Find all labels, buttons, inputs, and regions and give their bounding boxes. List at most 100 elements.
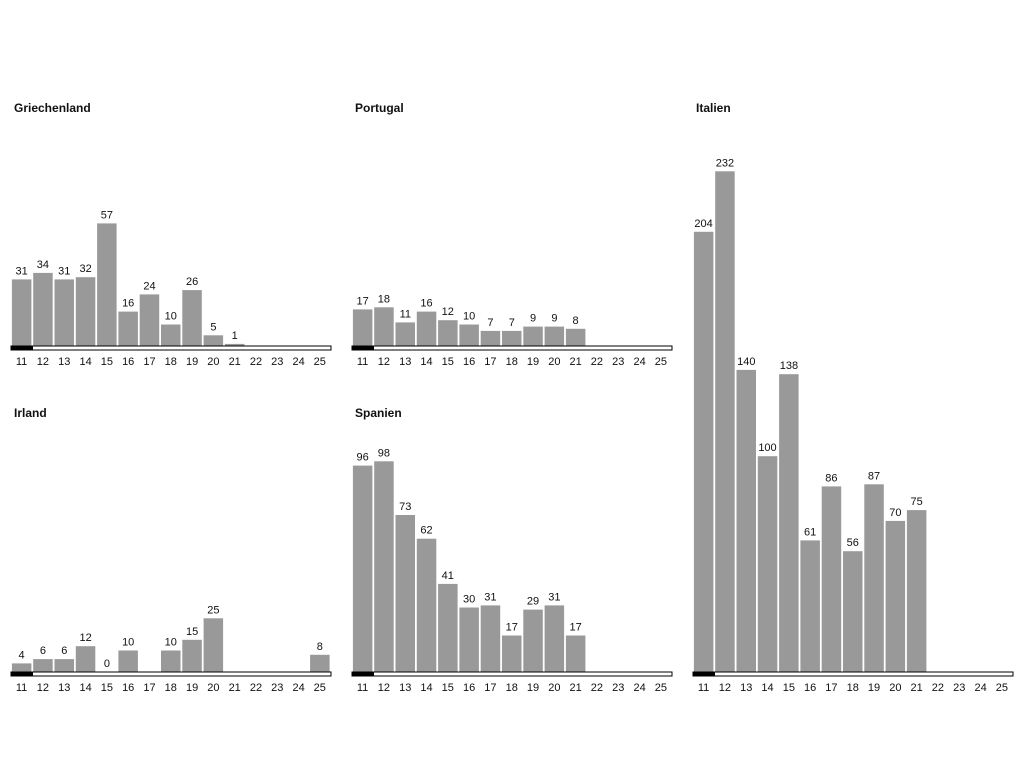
bar-griechenland-18 <box>161 324 181 346</box>
value-label: 204 <box>694 218 712 230</box>
panel-irland: Irland 4 6 6 12 0 10 10 15 25 8 11 12 13 14 15 16 17 18 19 2… <box>10 406 332 694</box>
tick-label: 25 <box>996 682 1008 694</box>
tick-label: 16 <box>804 682 816 694</box>
bar-italien-19 <box>864 484 884 672</box>
tick-label: 17 <box>143 356 155 368</box>
tick-label: 20 <box>548 682 560 694</box>
bar-italien-18 <box>843 551 863 672</box>
tick-label: 14 <box>420 682 432 694</box>
value-label: 75 <box>910 496 922 508</box>
value-label: 8 <box>573 315 579 327</box>
bar-italien-17 <box>821 486 842 672</box>
panel-title: Spanien <box>355 406 402 420</box>
value-label: 8 <box>317 641 323 653</box>
tick-label: 19 <box>868 682 880 694</box>
bar-italien-14 <box>757 456 778 672</box>
tick-label: 24 <box>292 682 304 694</box>
value-label: 17 <box>569 622 581 634</box>
bar-griechenland-16 <box>118 311 138 346</box>
tick-label: 11 <box>16 356 27 368</box>
tick-label: 19 <box>186 682 198 694</box>
bar-irland-11 <box>11 663 32 672</box>
panel-title: Griechenland <box>14 101 91 115</box>
value-label: 15 <box>186 626 198 638</box>
bar-irland-13 <box>54 659 74 672</box>
value-label: 12 <box>442 306 454 318</box>
tick-label: 12 <box>37 682 49 694</box>
tick-label: 18 <box>847 682 859 694</box>
bar-portugal-15 <box>438 320 458 346</box>
tick-label: 14 <box>79 682 91 694</box>
bar-griechenland-17 <box>139 294 160 346</box>
value-label: 18 <box>378 293 390 305</box>
tick-label: 14 <box>420 356 432 368</box>
x-axis-start-marker <box>352 672 374 676</box>
value-label: 10 <box>463 311 475 323</box>
value-label: 9 <box>530 313 536 325</box>
tick-label: 21 <box>229 356 241 368</box>
value-label: 138 <box>780 360 798 372</box>
bar-griechenland-13 <box>54 279 74 346</box>
tick-label: 23 <box>612 682 624 694</box>
bar-italien-21 <box>906 510 927 672</box>
bar-griechenland-15 <box>97 223 117 346</box>
tick-label: 11 <box>16 682 27 694</box>
value-label: 16 <box>122 298 134 310</box>
value-label: 56 <box>847 537 859 549</box>
value-label: 31 <box>58 265 70 277</box>
bar-irland-25 <box>310 654 330 672</box>
bar-portugal-12 <box>374 307 394 346</box>
value-label: 73 <box>399 501 411 513</box>
tick-label: 23 <box>271 356 283 368</box>
value-label: 7 <box>509 317 515 329</box>
value-label: 30 <box>463 594 475 606</box>
value-label: 87 <box>868 470 880 482</box>
tick-label: 13 <box>740 682 752 694</box>
bar-spanien-12 <box>374 461 394 672</box>
bar-irland-16 <box>118 650 138 672</box>
value-label: 57 <box>101 209 113 221</box>
tick-label: 16 <box>122 682 134 694</box>
bar-portugal-16 <box>459 324 479 346</box>
value-label: 10 <box>165 311 177 323</box>
tick-label: 15 <box>783 682 795 694</box>
value-label: 96 <box>356 452 368 464</box>
bar-italien-15 <box>779 374 799 672</box>
tick-label: 22 <box>250 682 262 694</box>
bar-spanien-19 <box>523 609 543 672</box>
x-axis-line <box>351 345 673 351</box>
bar-griechenland-20 <box>203 335 224 347</box>
tick-label: 21 <box>910 682 922 694</box>
tick-label: 18 <box>165 682 177 694</box>
value-label: 11 <box>400 308 411 320</box>
value-label: 25 <box>207 604 219 616</box>
tick-label: 19 <box>527 682 539 694</box>
bar-portugal-11 <box>352 309 373 346</box>
tick-label: 20 <box>548 356 560 368</box>
bar-portugal-14 <box>416 311 437 346</box>
panel-italien: Italien 204 232 140 100 138 61 86 56 87 70 75 11 12 13… <box>692 101 1014 694</box>
x-axis-line <box>692 671 1014 677</box>
value-label: 70 <box>889 507 901 519</box>
bar-italien-13 <box>736 369 756 672</box>
value-label: 31 <box>548 591 560 603</box>
bar-portugal-20 <box>544 326 565 346</box>
value-label: 9 <box>551 313 557 325</box>
tick-label: 23 <box>612 356 624 368</box>
x-axis-start-marker <box>693 672 715 676</box>
value-label: 1 <box>232 330 238 342</box>
tick-label: 22 <box>250 356 262 368</box>
tick-label: 25 <box>655 682 667 694</box>
tick-label: 20 <box>889 682 901 694</box>
bar-spanien-21 <box>565 635 586 672</box>
tick-label: 16 <box>463 682 475 694</box>
tick-label: 19 <box>186 356 198 368</box>
value-label: 10 <box>165 637 177 649</box>
tick-label: 21 <box>229 682 241 694</box>
x-axis-line <box>10 671 332 677</box>
tick-label: 13 <box>58 682 70 694</box>
bar-italien-20 <box>885 520 906 672</box>
panel-spanien: Spanien 96 98 73 62 41 30 31 17 29 31 17 11 12 13 14 15 1… <box>351 406 673 694</box>
bar-griechenland-21 <box>224 343 245 346</box>
